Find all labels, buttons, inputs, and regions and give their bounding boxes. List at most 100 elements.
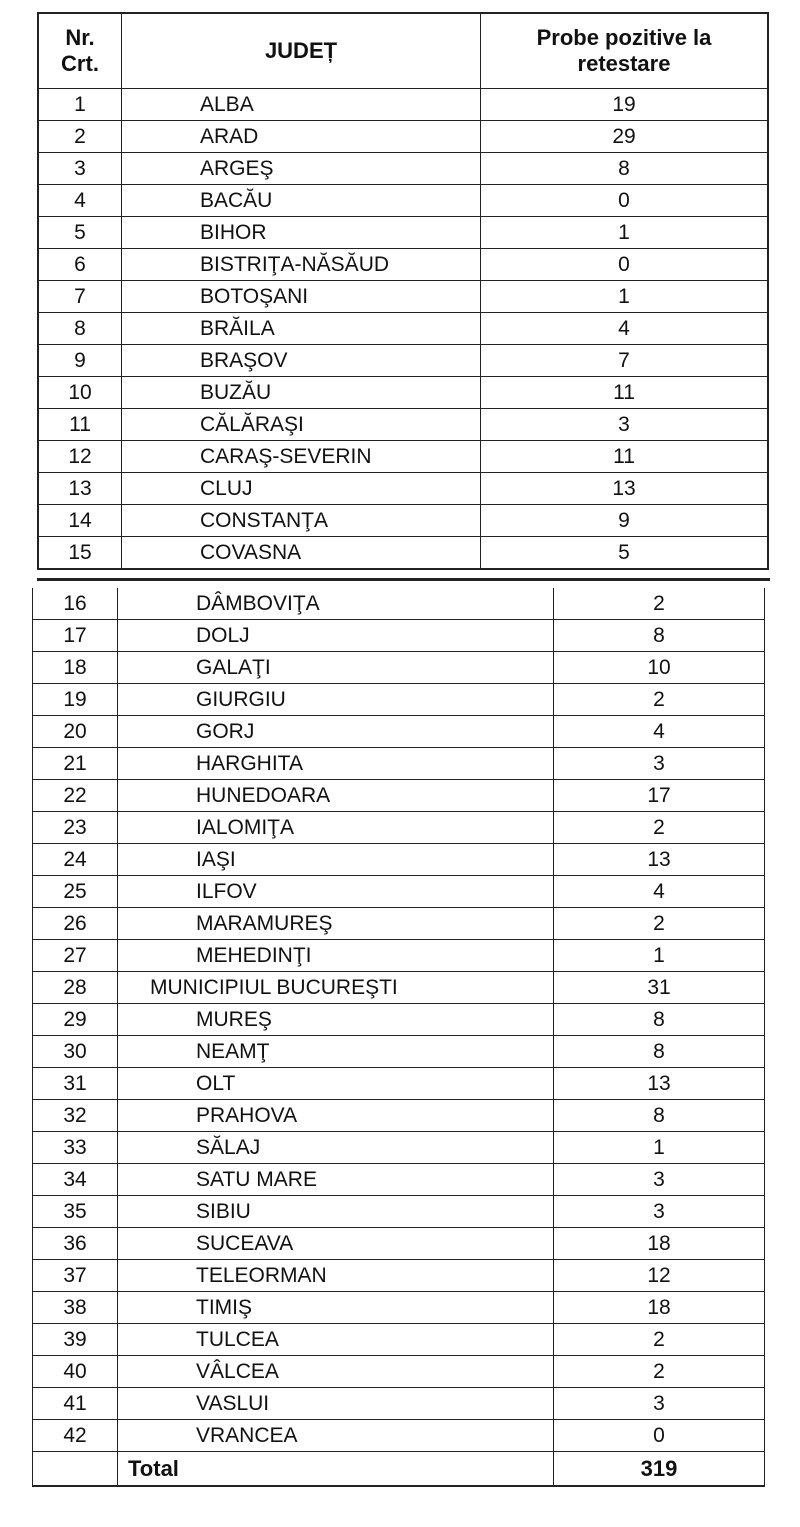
row-probe: 2: [553, 907, 765, 940]
row-judet: VÂLCEA: [117, 1355, 554, 1388]
row-judet: MEHEDINŢI: [117, 939, 554, 972]
row-judet: BACĂU: [121, 184, 481, 217]
row-number: 41: [32, 1387, 118, 1420]
row-judet: TIMIŞ: [117, 1291, 554, 1324]
table-row: 5 BIHOR 1: [37, 216, 769, 249]
row-probe: 8: [553, 1003, 765, 1036]
total-value: 319: [553, 1451, 765, 1487]
row-probe: 8: [553, 1099, 765, 1132]
table-row: 12 CARAŞ-SEVERIN 11: [37, 440, 769, 473]
row-probe: 2: [553, 588, 765, 620]
row-probe: 10: [553, 651, 765, 684]
row-probe: 8: [480, 152, 769, 185]
table-row: 28 MUNICIPIUL BUCUREŞTI 31: [32, 971, 765, 1004]
row-judet: DÂMBOVIŢA: [117, 588, 554, 620]
row-judet: ILFOV: [117, 875, 554, 908]
row-number: 2: [37, 120, 122, 153]
row-number: 4: [37, 184, 122, 217]
row-probe: 11: [480, 440, 769, 473]
row-judet: IAŞI: [117, 843, 554, 876]
row-number: 35: [32, 1195, 118, 1228]
row-probe: 1: [480, 216, 769, 249]
table-row: 40 VÂLCEA 2: [32, 1355, 765, 1388]
table-row: 42 VRANCEA 0: [32, 1419, 765, 1452]
row-number: 26: [32, 907, 118, 940]
row-probe: 13: [553, 1067, 765, 1100]
row-judet: BRAŞOV: [121, 344, 481, 377]
row-judet: VASLUI: [117, 1387, 554, 1420]
table-row: 20 GORJ 4: [32, 715, 765, 748]
row-probe: 13: [480, 472, 769, 505]
row-number: 36: [32, 1227, 118, 1260]
row-judet: BOTOŞANI: [121, 280, 481, 313]
table-row: 41 VASLUI 3: [32, 1387, 765, 1420]
table-row: 25 ILFOV 4: [32, 875, 765, 908]
row-number: 23: [32, 811, 118, 844]
row-number: 30: [32, 1035, 118, 1068]
row-judet: SUCEAVA: [117, 1227, 554, 1260]
row-probe: 11: [480, 376, 769, 409]
row-probe: 8: [553, 1035, 765, 1068]
table-row: 11 CĂLĂRAŞI 3: [37, 408, 769, 441]
row-probe: 3: [553, 1195, 765, 1228]
table-row: 27 MEHEDINŢI 1: [32, 939, 765, 972]
row-number: 29: [32, 1003, 118, 1036]
header-judet: JUDEȚ: [121, 12, 481, 89]
table-row: 16 DÂMBOVIŢA 2: [32, 588, 765, 620]
row-number: 40: [32, 1355, 118, 1388]
row-judet: TULCEA: [117, 1323, 554, 1356]
table-row: 33 SĂLAJ 1: [32, 1131, 765, 1164]
row-probe: 3: [553, 1163, 765, 1196]
row-probe: 5: [480, 536, 769, 570]
row-judet: ALBA: [121, 88, 481, 121]
table-part-1: Nr. Crt. JUDEȚ Probe pozitive la retestare…: [37, 12, 769, 570]
row-number: 3: [37, 152, 122, 185]
row-probe: 2: [553, 683, 765, 716]
table-row: 23 IALOMIŢA 2: [32, 811, 765, 844]
row-number: 16: [32, 588, 118, 620]
row-judet: BISTRIŢA-NĂSĂUD: [121, 248, 481, 281]
row-probe: 4: [553, 715, 765, 748]
row-probe: 19: [480, 88, 769, 121]
row-number: 37: [32, 1259, 118, 1292]
row-probe: 2: [553, 1355, 765, 1388]
row-judet: COVASNA: [121, 536, 481, 570]
row-probe: 3: [553, 747, 765, 780]
row-number: 34: [32, 1163, 118, 1196]
total-label: Total: [117, 1451, 554, 1487]
row-probe: 8: [553, 619, 765, 652]
table-header: Nr. Crt. JUDEȚ Probe pozitive la retestare: [37, 12, 769, 89]
row-number: 24: [32, 843, 118, 876]
header-crt-text: Crt.: [61, 51, 99, 76]
table-row: 4 BACĂU 0: [37, 184, 769, 217]
table-row: 22 HUNEDOARA 17: [32, 779, 765, 812]
row-judet: MUREŞ: [117, 1003, 554, 1036]
table-row: 2 ARAD 29: [37, 120, 769, 153]
table-row: 31 OLT 13: [32, 1067, 765, 1100]
row-number: 12: [37, 440, 122, 473]
row-number: 22: [32, 779, 118, 812]
table-row: 37 TELEORMAN 12: [32, 1259, 765, 1292]
row-judet: GALAŢI: [117, 651, 554, 684]
table-row: 8 BRĂILA 4: [37, 312, 769, 345]
row-number: 8: [37, 312, 122, 345]
table-row: 35 SIBIU 3: [32, 1195, 765, 1228]
row-probe: 3: [553, 1387, 765, 1420]
table-row: 34 SATU MARE 3: [32, 1163, 765, 1196]
row-judet: DOLJ: [117, 619, 554, 652]
row-judet: MARAMUREŞ: [117, 907, 554, 940]
row-probe: 12: [553, 1259, 765, 1292]
row-judet: CONSTANŢA: [121, 504, 481, 537]
row-probe: 4: [553, 875, 765, 908]
row-probe: 4: [480, 312, 769, 345]
row-probe: 7: [480, 344, 769, 377]
row-probe: 9: [480, 504, 769, 537]
row-judet: SĂLAJ: [117, 1131, 554, 1164]
total-empty: [32, 1451, 118, 1487]
row-probe: 0: [480, 248, 769, 281]
row-number: 9: [37, 344, 122, 377]
row-judet: GORJ: [117, 715, 554, 748]
row-probe: 3: [480, 408, 769, 441]
table-row: 9 BRAŞOV 7: [37, 344, 769, 377]
table-row: 21 HARGHITA 3: [32, 747, 765, 780]
